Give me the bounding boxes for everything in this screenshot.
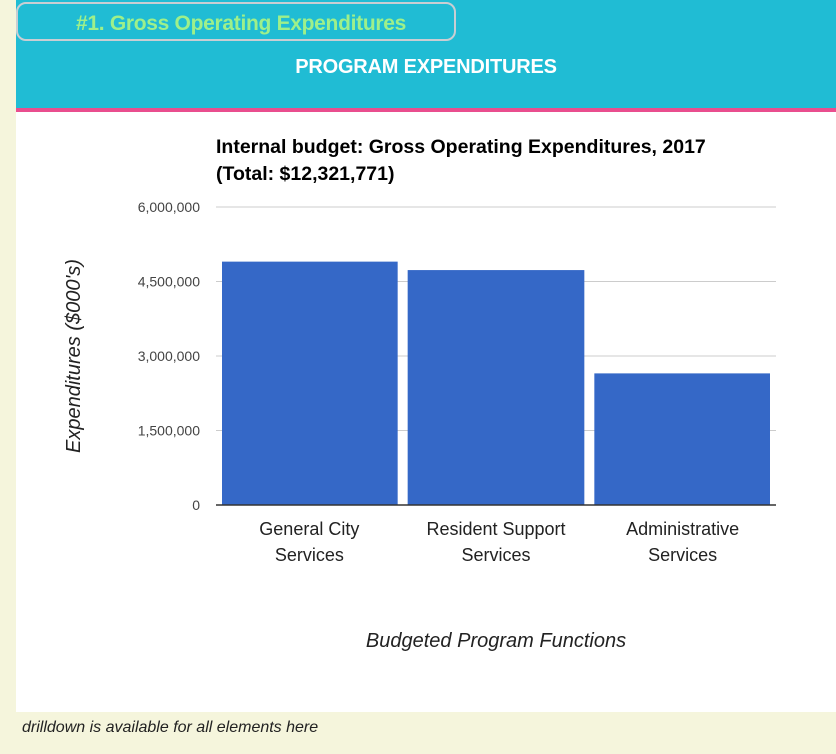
x-tick-label: Services (461, 545, 530, 565)
section-title: PROGRAM EXPENDITURES (295, 56, 557, 78)
tab-gross-operating-expenditures[interactable]: #1. Gross Operating Expenditures (16, 2, 456, 41)
x-tick-label: Resident Support (426, 519, 565, 539)
chart-title-line-2: (Total: $12,321,771) (216, 163, 395, 185)
tab-label: #1. Gross Operating Expenditures (76, 12, 406, 35)
y-tick-label: 3,000,000 (138, 348, 200, 364)
x-axis-title: Budgeted Program Functions (366, 630, 626, 652)
y-tick-label: 6,000,000 (138, 199, 200, 215)
y-tick-label: 4,500,000 (138, 274, 200, 290)
y-tick-label: 1,500,000 (138, 423, 200, 439)
bar-general-city[interactable] (222, 261, 398, 505)
y-axis-title: Expenditures ($000's) (63, 259, 85, 453)
x-tick-label: Services (648, 545, 717, 565)
drilldown-note: drilldown is available for all elements … (22, 719, 319, 736)
bar-chart: 0 1,500,000 3,000,000 4,500,000 6,000,000 Gen… (63, 199, 776, 652)
chart-title-line-1: Internal budget: Gross Operating Expendi… (216, 136, 706, 158)
bar-administrative[interactable] (594, 373, 770, 505)
y-tick-label: 0 (192, 497, 200, 513)
x-tick-label: General City (259, 519, 359, 539)
x-tick-label: Administrative (626, 519, 739, 539)
bar-resident-support[interactable] (407, 270, 585, 505)
x-tick-label: Services (275, 545, 344, 565)
chart-title: Internal budget: Gross Operating Expendi… (216, 134, 706, 188)
